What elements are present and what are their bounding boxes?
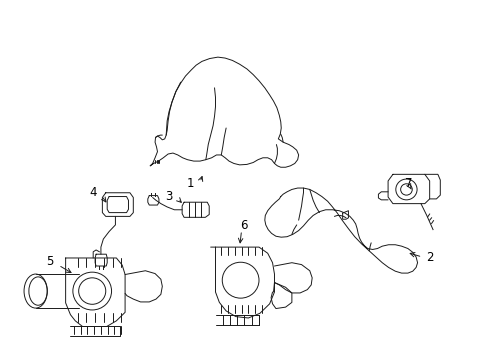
Text: 3: 3 [165,190,173,203]
Text: 2: 2 [425,251,432,264]
Text: 7: 7 [404,177,412,190]
Text: 1: 1 [186,177,193,190]
Text: 4: 4 [89,186,97,199]
Text: 6: 6 [239,219,247,232]
Text: 5: 5 [46,255,53,268]
